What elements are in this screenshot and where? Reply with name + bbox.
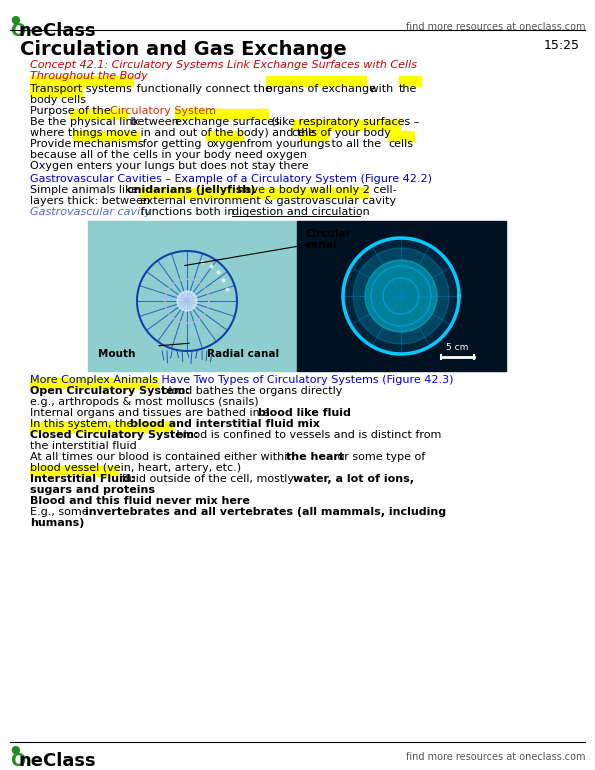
- Text: blood like fluid: blood like fluid: [258, 408, 351, 418]
- Text: invertebrates and all vertebrates (all mammals, including: invertebrates and all vertebrates (all m…: [85, 507, 446, 517]
- Text: Circulation and Gas Exchange: Circulation and Gas Exchange: [20, 40, 347, 59]
- Bar: [73, 131, 139, 141]
- Text: or some type of: or some type of: [334, 452, 425, 462]
- Text: organs of exchange: organs of exchange: [266, 84, 376, 94]
- Text: Open Circulatory System:: Open Circulatory System:: [30, 386, 190, 396]
- Text: to all the: to all the: [328, 139, 384, 149]
- Text: blood is confined to vessels and is distinct from: blood is confined to vessels and is dist…: [173, 430, 441, 440]
- Text: blood bathes the organs directly: blood bathes the organs directly: [158, 386, 342, 396]
- Bar: [399, 76, 421, 86]
- Text: blood vessel (vein, heart, artery, etc.): blood vessel (vein, heart, artery, etc.): [30, 463, 241, 473]
- Text: Transport systems: Transport systems: [30, 84, 131, 94]
- Bar: [140, 188, 368, 198]
- Text: In this system, the: In this system, the: [30, 419, 137, 429]
- Text: find more resources at oneclass.com: find more resources at oneclass.com: [406, 752, 585, 762]
- Bar: [30, 378, 158, 388]
- Text: because all of the cells in your body need oxygen: because all of the cells in your body ne…: [30, 150, 307, 160]
- Text: Radial canal: Radial canal: [207, 349, 279, 359]
- Text: fluid outside of the cell, mostly: fluid outside of the cell, mostly: [118, 474, 298, 484]
- Text: :: :: [210, 106, 214, 116]
- Text: mechanisms: mechanisms: [73, 139, 143, 149]
- Text: canal: canal: [305, 240, 337, 250]
- Text: Provide: Provide: [30, 139, 75, 149]
- Circle shape: [353, 248, 449, 344]
- Text: Oxygen enters your lungs but does not stay there: Oxygen enters your lungs but does not st…: [30, 161, 309, 171]
- Text: Gastrovascular Cavities – Example of a Circulatory System (Figure 42.2): Gastrovascular Cavities – Example of a C…: [30, 174, 432, 184]
- Text: E.g., some: E.g., some: [30, 507, 92, 517]
- Bar: [300, 131, 328, 141]
- Text: Circulatory System: Circulatory System: [110, 106, 216, 116]
- Bar: [30, 466, 118, 476]
- Text: from your: from your: [243, 139, 305, 149]
- Text: the: the: [399, 84, 417, 94]
- Bar: [206, 131, 243, 141]
- Bar: [30, 76, 133, 86]
- Bar: [292, 120, 400, 130]
- Text: Simple animals like: Simple animals like: [30, 185, 142, 195]
- Text: Blood and this fluid never mix here: Blood and this fluid never mix here: [30, 496, 250, 506]
- Text: neClass: neClass: [19, 752, 96, 770]
- Bar: [266, 76, 366, 86]
- Text: Interstitial Fluid:: Interstitial Fluid:: [30, 474, 135, 484]
- Text: find more resources at oneclass.com: find more resources at oneclass.com: [406, 22, 585, 32]
- Text: digestion and circulation: digestion and circulation: [232, 207, 369, 217]
- Circle shape: [365, 260, 437, 332]
- Text: functionally connect the: functionally connect the: [133, 84, 275, 94]
- Text: lungs: lungs: [300, 139, 330, 149]
- Text: At all times our blood is contained either within: At all times our blood is contained eith…: [30, 452, 298, 462]
- Text: where things move in and out of the body) and the: where things move in and out of the body…: [30, 128, 319, 138]
- Text: body cells: body cells: [30, 95, 86, 105]
- Text: neClass: neClass: [19, 22, 96, 40]
- Text: the heart: the heart: [286, 452, 344, 462]
- Text: the interstitial fluid: the interstitial fluid: [30, 441, 137, 451]
- Text: oxygen: oxygen: [206, 139, 247, 149]
- Bar: [30, 422, 173, 432]
- Text: 5 cm: 5 cm: [446, 343, 468, 352]
- Bar: [30, 87, 82, 97]
- Text: functions both in: functions both in: [137, 207, 238, 217]
- Text: Internal organs and tissues are bathed in a: Internal organs and tissues are bathed i…: [30, 408, 274, 418]
- Text: humans): humans): [30, 518, 84, 528]
- Text: Throughout the Body: Throughout the Body: [30, 71, 148, 81]
- Text: sugars and proteins: sugars and proteins: [30, 485, 155, 495]
- Text: water, a lot of ions,: water, a lot of ions,: [293, 474, 414, 484]
- Text: exchange surfaces: exchange surfaces: [175, 117, 280, 127]
- Bar: [88, 221, 297, 371]
- Text: Purpose of the: Purpose of the: [30, 106, 114, 116]
- Text: cnidarians (jellyfish): cnidarians (jellyfish): [127, 185, 255, 195]
- Text: More Complex Animals Have Two Types of Circulatory Systems (Figure 42.3): More Complex Animals Have Two Types of C…: [30, 375, 453, 385]
- Circle shape: [343, 238, 459, 354]
- Text: external environment & gastrovascular cavity: external environment & gastrovascular ca…: [140, 196, 396, 206]
- Bar: [175, 109, 268, 119]
- Text: cells of your body: cells of your body: [292, 128, 391, 138]
- Text: with: with: [366, 84, 397, 94]
- Text: 15:25: 15:25: [544, 39, 580, 52]
- Bar: [70, 109, 127, 119]
- Text: cells: cells: [388, 139, 413, 149]
- Bar: [388, 131, 414, 141]
- Text: have a body wall only 2 cell-: have a body wall only 2 cell-: [234, 185, 397, 195]
- Text: physical link: physical link: [70, 117, 139, 127]
- Text: for getting: for getting: [139, 139, 205, 149]
- Text: O: O: [10, 22, 25, 40]
- Text: ●: ●: [10, 15, 20, 25]
- Text: Be the: Be the: [30, 117, 70, 127]
- Text: Circular: Circular: [305, 229, 351, 239]
- Text: layers thick: between: layers thick: between: [30, 196, 154, 206]
- Circle shape: [177, 291, 197, 311]
- Text: Concept 42.1: Circulatory Systems Link Exchange Surfaces with Cells: Concept 42.1: Circulatory Systems Link E…: [30, 60, 417, 70]
- Bar: [297, 221, 506, 371]
- Text: O: O: [10, 752, 25, 770]
- Text: e.g., arthropods & most molluscs (snails): e.g., arthropods & most molluscs (snails…: [30, 397, 259, 407]
- Text: Closed Circulatory System:: Closed Circulatory System:: [30, 430, 199, 440]
- Text: blood and interstitial fluid mix: blood and interstitial fluid mix: [130, 419, 320, 429]
- Text: ●: ●: [10, 745, 20, 755]
- Text: between: between: [127, 117, 182, 127]
- Text: Gastrovascular cavity: Gastrovascular cavity: [30, 207, 151, 217]
- Text: Mouth: Mouth: [98, 349, 136, 359]
- Text: (like respiratory surfaces –: (like respiratory surfaces –: [268, 117, 419, 127]
